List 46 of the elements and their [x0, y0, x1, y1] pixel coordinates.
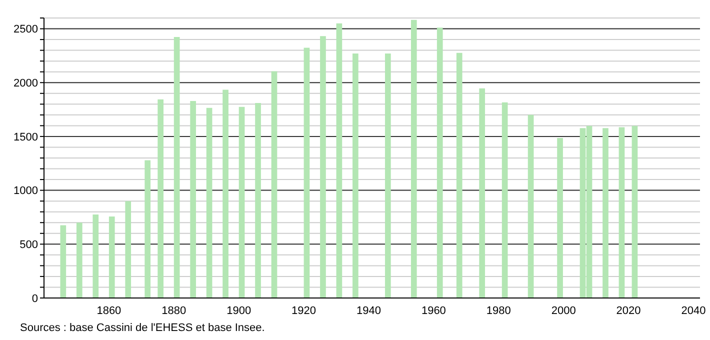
bar — [238, 106, 245, 298]
x-tick-label: 2020 — [616, 304, 641, 317]
bar — [190, 101, 196, 298]
bar — [436, 28, 443, 298]
bar — [352, 54, 358, 298]
x-tick-label: 2040 — [681, 304, 706, 317]
x-tick-label: 2000 — [551, 304, 576, 317]
bar — [602, 128, 608, 298]
bar — [479, 88, 486, 298]
y-tick-label: 2500 — [14, 24, 38, 36]
bar — [410, 20, 417, 298]
bar — [174, 37, 180, 298]
bar — [255, 102, 261, 298]
x-tick-label: 1980 — [486, 304, 511, 317]
y-tick-label: 1000 — [14, 185, 38, 198]
bar — [92, 214, 99, 298]
bar — [76, 222, 82, 298]
y-tick-label: 1500 — [14, 131, 38, 144]
bar — [60, 225, 66, 298]
x-tick-label: 1880 — [162, 304, 186, 317]
bar — [336, 23, 342, 298]
y-tick-label: 2000 — [14, 78, 38, 90]
bar — [618, 127, 625, 298]
bar — [158, 99, 164, 298]
y-tick-label: 0 — [32, 292, 38, 305]
x-tick-label: 1940 — [356, 304, 381, 317]
source-note: Sources : base Cassini de l'EHESS et base Insee. — [20, 322, 266, 334]
bar — [108, 216, 115, 298]
bar — [304, 48, 310, 298]
y-tick-label: 500 — [20, 239, 38, 252]
x-tick-label: 1900 — [226, 304, 252, 317]
bar — [502, 102, 508, 298]
bar — [206, 108, 212, 298]
bar — [528, 114, 534, 298]
x-tick-label: 1960 — [421, 304, 446, 317]
bar — [144, 160, 151, 298]
bar — [384, 54, 391, 298]
bar — [222, 90, 228, 298]
bar — [456, 52, 462, 298]
bar — [320, 36, 326, 298]
bar — [125, 201, 132, 298]
x-tick-label: 1920 — [292, 304, 316, 317]
bar — [632, 126, 638, 298]
x-tick-label: 1860 — [96, 304, 122, 317]
bar — [271, 71, 278, 298]
bar — [557, 138, 563, 298]
